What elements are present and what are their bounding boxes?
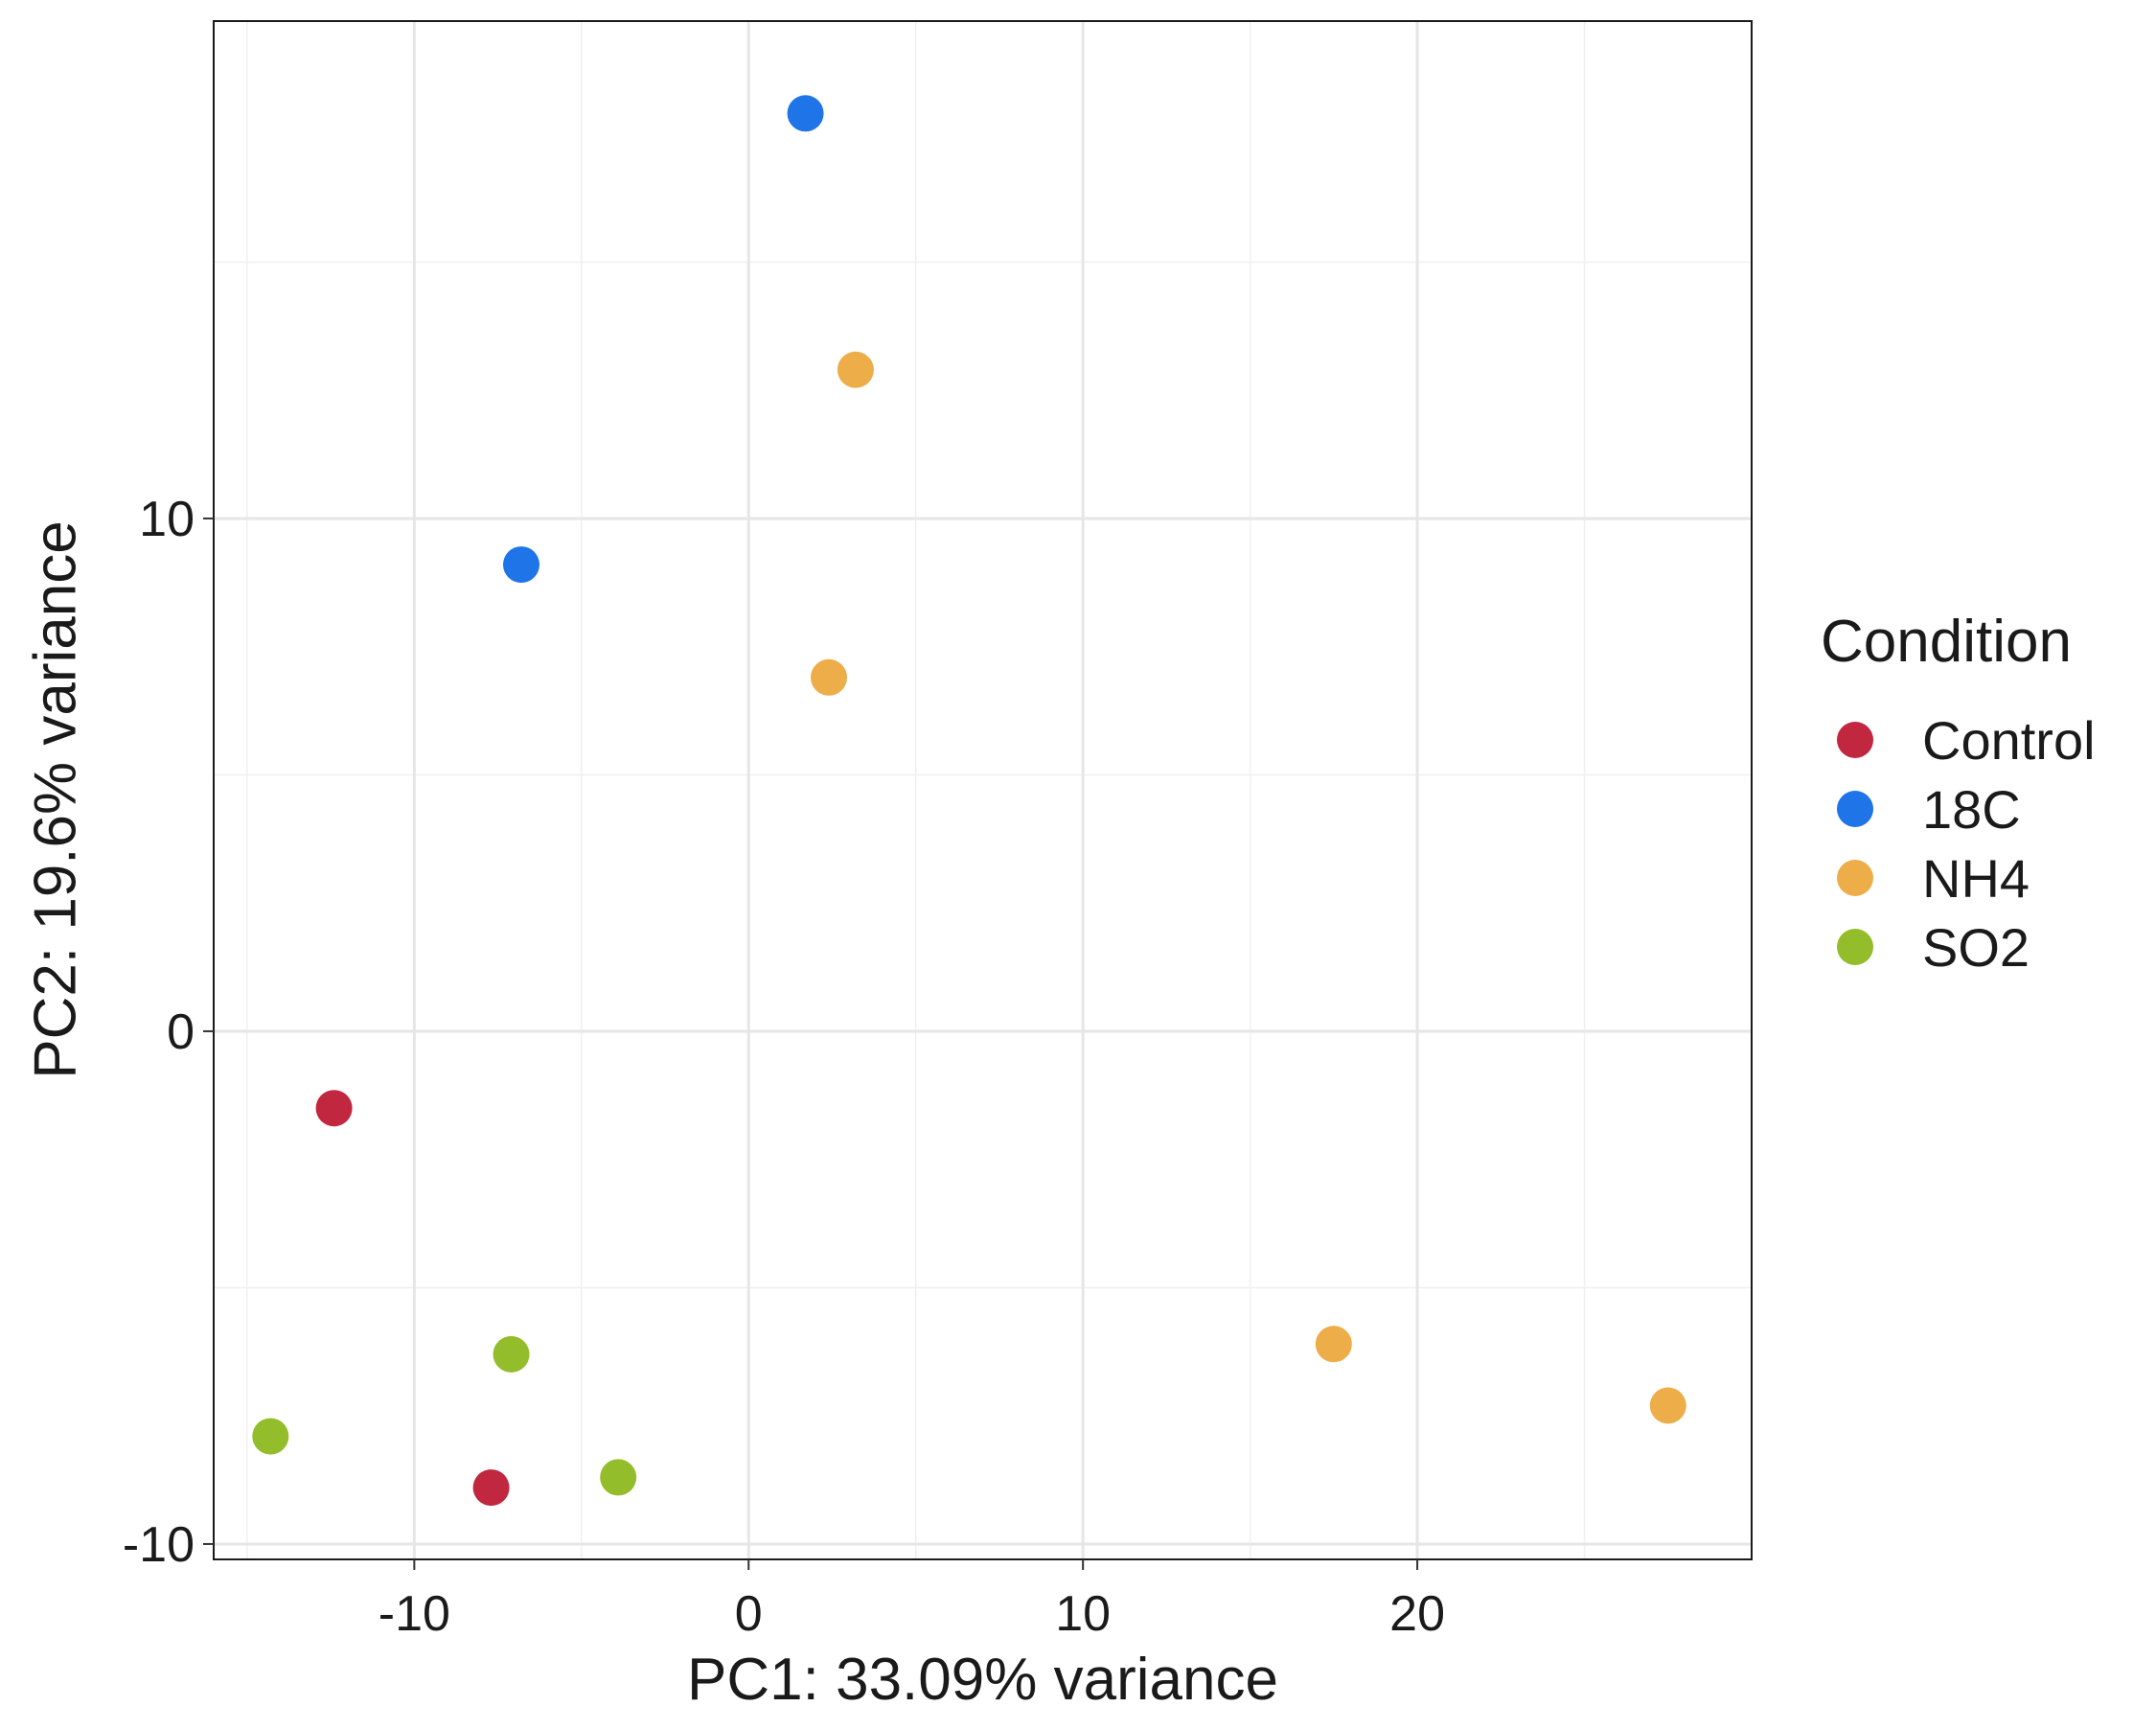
legend-label-control: Control: [1922, 710, 2096, 771]
data-point-nh4: [837, 351, 874, 388]
axis-ticks: -10 0 10 20 -10 0 10: [123, 492, 1445, 1642]
x-tick-label: 20: [1389, 1586, 1445, 1642]
data-point-control: [472, 1469, 510, 1507]
data-point-18c: [787, 95, 824, 132]
legend-label-nh4: NH4: [1922, 848, 2030, 909]
y-tick-label: -10: [123, 1517, 195, 1573]
data-points: [252, 95, 1686, 1507]
y-axis-label: PC2: 19.6% variance: [22, 520, 88, 1078]
x-tick-label: -10: [378, 1586, 450, 1642]
data-point-nh4: [1649, 1387, 1686, 1424]
x-axis-label: PC1: 33.09% variance: [687, 1647, 1278, 1713]
legend-label-18c: 18C: [1922, 779, 2021, 840]
y-tick-label: 10: [139, 492, 195, 547]
plot-panel-border: [213, 20, 1753, 1560]
x-tick-label: 10: [1055, 1586, 1111, 1642]
legend-title: Condition: [1821, 609, 2072, 675]
legend-label-so2: SO2: [1922, 917, 2030, 978]
data-point-so2: [252, 1418, 289, 1455]
legend-key-18c: [1837, 791, 1873, 827]
legend-key-nh4: [1837, 860, 1873, 896]
data-point-control: [315, 1090, 353, 1127]
legend-key-control: [1837, 722, 1873, 758]
data-point-so2: [600, 1459, 637, 1496]
grid-lines: [214, 21, 1752, 1559]
x-tick-label: 0: [735, 1586, 763, 1642]
plot-panel: [214, 21, 1752, 1559]
legend-key-so2: [1837, 929, 1873, 965]
data-point-so2: [493, 1336, 530, 1372]
data-point-nh4: [1315, 1326, 1352, 1363]
y-tick-label: 0: [167, 1004, 195, 1060]
legend-items: Control 18C NH4 SO2: [1837, 710, 2096, 978]
data-point-nh4: [811, 658, 847, 696]
legend: Condition Control 18C NH4 SO2: [1821, 609, 2096, 978]
data-point-18c: [503, 546, 539, 584]
